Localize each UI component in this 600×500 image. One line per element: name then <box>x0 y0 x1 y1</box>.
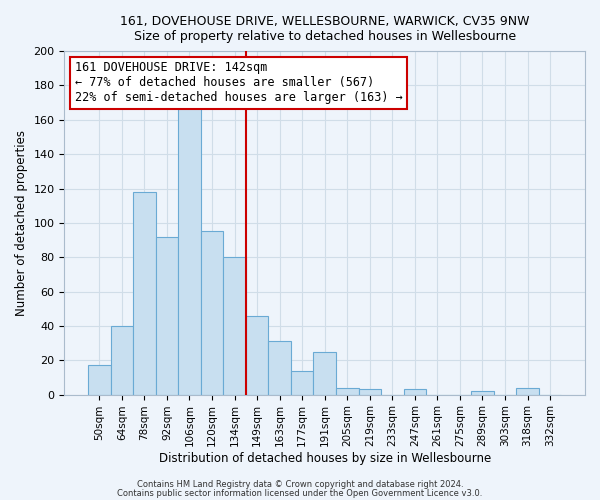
Y-axis label: Number of detached properties: Number of detached properties <box>15 130 28 316</box>
Bar <box>359 390 381 394</box>
Bar <box>133 192 155 394</box>
Bar <box>336 388 359 394</box>
Bar <box>88 366 110 394</box>
Bar <box>516 388 539 394</box>
Bar <box>246 316 268 394</box>
Bar <box>404 390 426 394</box>
Bar <box>268 342 291 394</box>
Bar <box>110 326 133 394</box>
Bar <box>155 236 178 394</box>
Bar <box>291 370 313 394</box>
Text: Contains HM Land Registry data © Crown copyright and database right 2024.: Contains HM Land Registry data © Crown c… <box>137 480 463 489</box>
Bar <box>223 257 246 394</box>
Bar <box>471 391 494 394</box>
Bar <box>178 108 201 395</box>
X-axis label: Distribution of detached houses by size in Wellesbourne: Distribution of detached houses by size … <box>158 452 491 465</box>
Text: Contains public sector information licensed under the Open Government Licence v3: Contains public sector information licen… <box>118 488 482 498</box>
Text: 161 DOVEHOUSE DRIVE: 142sqm
← 77% of detached houses are smaller (567)
22% of se: 161 DOVEHOUSE DRIVE: 142sqm ← 77% of det… <box>75 62 403 104</box>
Title: 161, DOVEHOUSE DRIVE, WELLESBOURNE, WARWICK, CV35 9NW
Size of property relative : 161, DOVEHOUSE DRIVE, WELLESBOURNE, WARW… <box>120 15 529 43</box>
Bar <box>201 232 223 394</box>
Bar <box>313 352 336 395</box>
